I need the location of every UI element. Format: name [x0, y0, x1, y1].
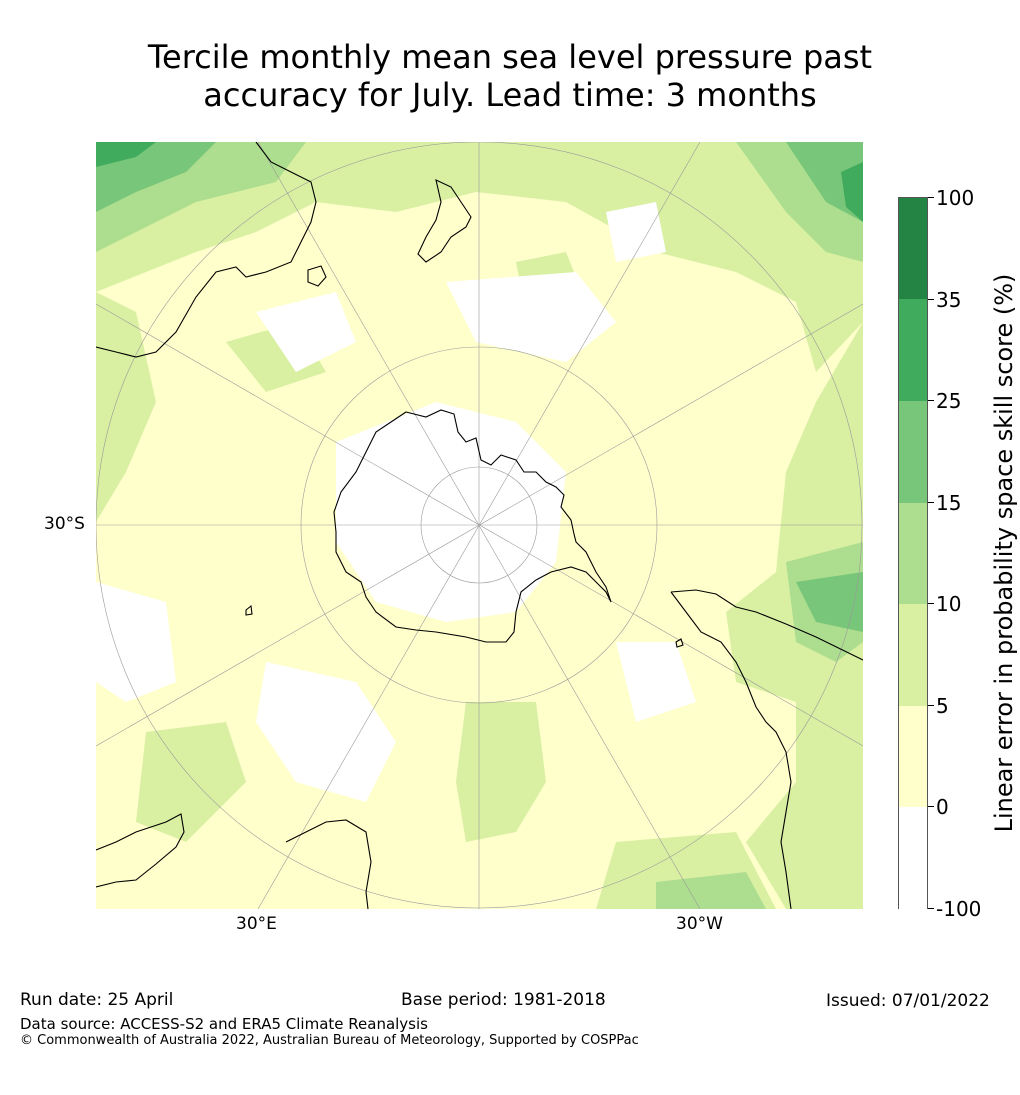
- no-skill-region: [606, 202, 666, 262]
- africa-south-coastline: [285, 819, 372, 909]
- colorbar-tick-label: 10: [936, 592, 962, 616]
- colorbar-tick-label: 25: [936, 389, 962, 413]
- run-date: Run date: 25 April: [20, 990, 174, 1010]
- colorbar-tick: [928, 197, 934, 198]
- colorbar-tick: [928, 806, 934, 807]
- no-skill-region: [616, 642, 696, 722]
- skill-region-light-green: [136, 722, 246, 842]
- issued-date: Issued: 07/01/2022: [826, 991, 990, 1011]
- polar-skill-map: [96, 142, 863, 909]
- colorbar-tick: [928, 299, 934, 300]
- island-coastline: [245, 604, 253, 616]
- colorbar-tick: [928, 400, 934, 401]
- no-skill-region: [256, 662, 396, 802]
- colorbar: [898, 197, 928, 910]
- colorbar-tick-label: 15: [936, 491, 962, 515]
- graticule: [96, 142, 863, 909]
- island-coastline: [675, 638, 684, 648]
- skill-region-light-green: [96, 292, 156, 522]
- colorbar-segment-mid-green: [899, 503, 927, 604]
- colorbar-tick: [928, 603, 934, 604]
- africa-coastline: [96, 813, 185, 888]
- australia-coastline: [96, 142, 317, 358]
- skill-region-green: [796, 572, 863, 632]
- colorbar-tick-label: 35: [936, 288, 962, 312]
- coastlines: [96, 142, 863, 909]
- colorbar-segment-yellow: [899, 706, 927, 807]
- colorbar-tick: [928, 705, 934, 706]
- skill-region-light-green: [96, 142, 863, 372]
- antarctica-coastline: [333, 409, 612, 643]
- skill-region-mid-green: [656, 872, 766, 909]
- skill-region-dark-green: [96, 142, 156, 167]
- title-line-1: Tercile monthly mean sea level pressure …: [147, 38, 873, 76]
- title-line-2: accuracy for July. Lead time: 3 months: [203, 76, 817, 114]
- colorbar-segment-pale-green: [899, 604, 927, 706]
- colorbar-tick: [928, 908, 934, 909]
- colorbar-segment-white: [899, 807, 927, 910]
- skill-region-light-green: [456, 702, 546, 842]
- copyright: © Commonwealth of Australia 2022, Austra…: [20, 1033, 639, 1048]
- south-america-west-coastline: [670, 591, 792, 909]
- colorbar-tick: [928, 502, 934, 503]
- colorbar-title: Linear error in probability space skill …: [990, 273, 1018, 833]
- data-source: Data source: ACCESS-S2 and ERA5 Climate …: [20, 1015, 428, 1033]
- no-skill-region: [96, 582, 176, 702]
- no-skill-region: [446, 272, 616, 362]
- south-america-coastline: [670, 589, 863, 661]
- colorbar-tick-label: 100: [936, 186, 975, 210]
- skill-region-dark-green: [841, 162, 863, 222]
- colorbar-tick-label: 5: [936, 694, 949, 718]
- latitude-label: 30°S: [44, 514, 85, 534]
- tasmania-coastline: [307, 265, 327, 287]
- colorbar-tick-label: -100: [936, 897, 982, 921]
- chart-title: Tercile monthly mean sea level pressure …: [0, 38, 1020, 114]
- new-zealand-coastline: [417, 179, 472, 263]
- longitude-label-30w: 30°W: [676, 914, 723, 934]
- colorbar-segment-dark-green: [899, 198, 927, 299]
- longitude-label-30e: 30°E: [236, 914, 277, 934]
- no-skill-region: [256, 292, 356, 372]
- colorbar-tick-label: 0: [936, 795, 949, 819]
- colorbar-segment-green: [899, 299, 927, 401]
- meridian-line: [96, 303, 863, 747]
- skill-region-green: [786, 142, 863, 222]
- colorbar-segment-light-green: [899, 401, 927, 503]
- base-period: Base period: 1981-2018: [401, 990, 606, 1010]
